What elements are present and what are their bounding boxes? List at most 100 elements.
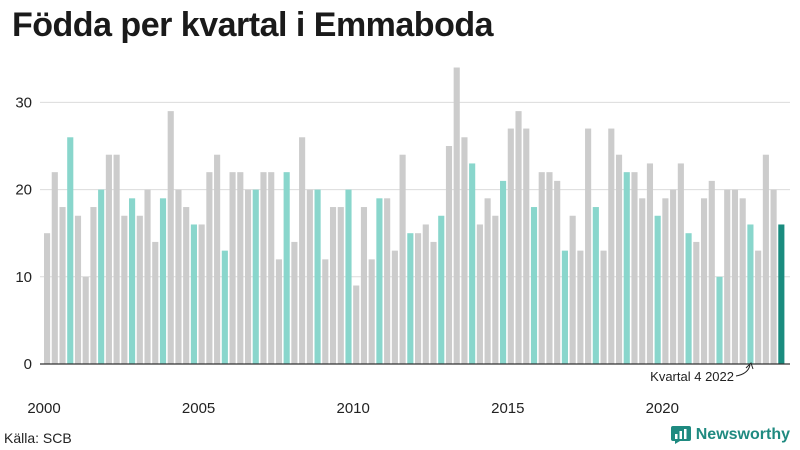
bar-2015-q1 <box>507 128 514 364</box>
bar-2002-q1 <box>105 154 112 364</box>
bar-2018-q2 <box>608 128 615 364</box>
bar-2003-q3 <box>152 241 159 364</box>
bar-2020-q1 <box>662 198 669 364</box>
bar-2018-q1 <box>600 250 607 364</box>
annotation-arrow-head <box>745 362 754 370</box>
bar-2009-q4 <box>345 189 352 364</box>
bar-2016-q1 <box>538 172 545 364</box>
bar-2013-q3 <box>461 137 468 364</box>
bar-2009-q2 <box>329 207 337 364</box>
bar-2001-q1 <box>74 215 82 364</box>
bar-2023-q2 <box>762 154 769 364</box>
bar-2017-q2 <box>577 250 584 364</box>
bar-2021-q1 <box>693 241 700 364</box>
bar-2004-q4 <box>190 224 197 364</box>
axes: 0 10 20 30 2000 2005 2010 2015 2020 <box>15 94 790 417</box>
bar-2013-q1 <box>445 146 453 364</box>
bar-2007-q2 <box>268 172 275 364</box>
y-tick-label: 20 <box>15 182 32 199</box>
bar-2007-q1 <box>260 172 267 364</box>
bar-2003-q4 <box>159 198 167 364</box>
bar-2001-q4 <box>98 189 105 364</box>
bar-2012-q1 <box>415 233 422 364</box>
bar-2012-q2 <box>422 224 429 364</box>
bar-2022-q2 <box>731 189 739 364</box>
bar-2010-q3 <box>368 259 375 364</box>
bar-2011-q4 <box>407 233 414 364</box>
bar-2010-q1 <box>353 285 360 364</box>
page-title: Födda per kvartal i Emmaboda <box>12 6 494 44</box>
bar-2019-q3 <box>646 163 654 364</box>
bar-2011-q2 <box>391 250 398 364</box>
x-tick-label: 2005 <box>182 400 215 417</box>
bar-2018-q4 <box>623 172 630 364</box>
annotation-arrow <box>735 364 751 377</box>
bar-2015-q2 <box>515 111 522 365</box>
bar-2000-q1 <box>44 233 51 364</box>
bar-2009-q1 <box>322 259 329 364</box>
bar-2014-q3 <box>492 215 499 364</box>
bar-2006-q4 <box>252 189 259 364</box>
bar-2004-q2 <box>175 189 182 364</box>
bar-2017-q3 <box>585 128 592 364</box>
bar-2016-q3 <box>554 180 561 364</box>
bar-2014-q4 <box>500 180 507 364</box>
bar-2006-q2 <box>237 172 244 364</box>
bar-2005-q4 <box>221 250 228 364</box>
bar-2009-q3 <box>337 207 344 364</box>
bar-2000-q3 <box>59 207 66 364</box>
brand-name: Newsworthy <box>695 426 790 443</box>
bar-2020-q4 <box>685 233 692 364</box>
x-tick-label: 2010 <box>337 400 370 417</box>
bar-2002-q3 <box>121 215 128 364</box>
bars <box>44 67 785 365</box>
bar-2023-q1 <box>755 250 762 364</box>
bar-2017-q4 <box>592 207 599 364</box>
chart-logo-icon <box>670 426 691 444</box>
bar-2017-q1 <box>569 215 576 364</box>
bar-2018-q3 <box>615 154 623 364</box>
bar-2020-q3 <box>677 163 684 364</box>
bar-2005-q1 <box>198 224 205 364</box>
bar-2008-q3 <box>306 189 313 364</box>
bar-2016-q4 <box>561 250 568 364</box>
bar-2013-q2 <box>453 67 460 365</box>
bar-2008-q4 <box>314 189 321 364</box>
bar-2006-q1 <box>229 172 236 364</box>
annotation-label: Kvartal 4 2022 <box>650 369 734 384</box>
bar-2002-q4 <box>129 198 136 364</box>
bar-2021-q3 <box>708 180 715 364</box>
y-tick-label: 10 <box>15 269 32 286</box>
bar-2019-q1 <box>631 172 638 364</box>
bar-2004-q3 <box>183 207 190 364</box>
bar-2007-q4 <box>283 172 290 364</box>
bar-2001-q2 <box>82 276 89 364</box>
bar-2011-q3 <box>399 154 406 364</box>
bar-2000-q2 <box>51 172 58 364</box>
bar-2022-q4 <box>747 224 754 364</box>
bar-2016-q2 <box>546 172 553 364</box>
x-tick-label: 2000 <box>27 400 60 417</box>
bar-2022-q1 <box>724 189 731 364</box>
bar-2014-q1 <box>476 224 483 364</box>
bar-2000-q4 <box>67 137 74 364</box>
bar-2003-q1 <box>136 215 143 364</box>
bar-2004-q1 <box>167 111 174 365</box>
annotation: Kvartal 4 2022 <box>650 362 754 384</box>
y-tick-label: 0 <box>24 356 32 373</box>
bar-2021-q4 <box>716 276 723 364</box>
bar-2019-q2 <box>639 198 646 364</box>
bar-2003-q2 <box>144 189 151 364</box>
y-tick-label: 30 <box>15 94 32 111</box>
brand-logo[interactable]: Newsworthy <box>670 426 790 444</box>
bar-2022-q3 <box>739 198 746 364</box>
bar-2008-q1 <box>291 241 298 364</box>
bar-2012-q4 <box>438 215 445 364</box>
bar-2006-q3 <box>244 189 252 364</box>
bar-2014-q2 <box>484 198 491 364</box>
bar-2010-q2 <box>360 207 368 364</box>
bar-2023-q3 <box>770 189 777 364</box>
bar-2021-q2 <box>700 198 708 364</box>
bar-2011-q1 <box>384 198 391 364</box>
